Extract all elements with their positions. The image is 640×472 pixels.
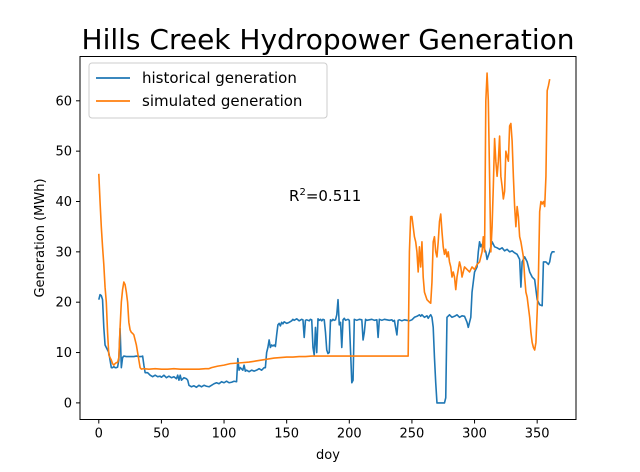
y-tick-label: 50 — [55, 145, 72, 160]
y-tick-label: 30 — [55, 245, 72, 260]
legend: historical generation simulated generati… — [88, 62, 328, 119]
r-squared-annotation: R2=0.511 — [289, 187, 361, 205]
x-tick-label: 300 — [462, 427, 487, 442]
r-squared-value: =0.511 — [306, 187, 362, 205]
chart-title: Hills Creek Hydropower Generation — [82, 23, 575, 56]
legend-box — [88, 62, 328, 119]
simulated-generation-line — [97, 72, 551, 370]
y-tick-label: 10 — [55, 346, 72, 361]
historical-generation-line — [98, 240, 555, 404]
r-squared-superscript: 2 — [299, 187, 305, 198]
r-squared-base: R — [289, 187, 299, 205]
legend-label-simulated: simulated generation — [142, 92, 302, 110]
x-tick-label: 200 — [337, 427, 362, 442]
x-tick-label: 100 — [212, 427, 237, 442]
y-tick-label: 40 — [55, 195, 72, 210]
x-tick-label: 150 — [274, 427, 299, 442]
x-tick-label: 250 — [400, 427, 425, 442]
axis-ticks: 0 50 100 150 200 250 300 350 0 10 20 30 40 50 60 — [55, 94, 549, 441]
y-tick-label: 20 — [55, 296, 72, 311]
x-tick-label: 0 — [95, 427, 103, 442]
series-layer — [97, 72, 555, 404]
y-tick-label: 60 — [55, 94, 72, 109]
x-tick-label: 50 — [153, 427, 170, 442]
legend-label-historical: historical generation — [142, 69, 297, 87]
y-axis-label: Generation (MWh) — [33, 178, 48, 297]
plot-area-frame — [79, 56, 577, 420]
x-tick-label: 350 — [525, 427, 550, 442]
y-tick-label: 0 — [64, 396, 72, 411]
x-axis-label: doy — [316, 448, 340, 463]
